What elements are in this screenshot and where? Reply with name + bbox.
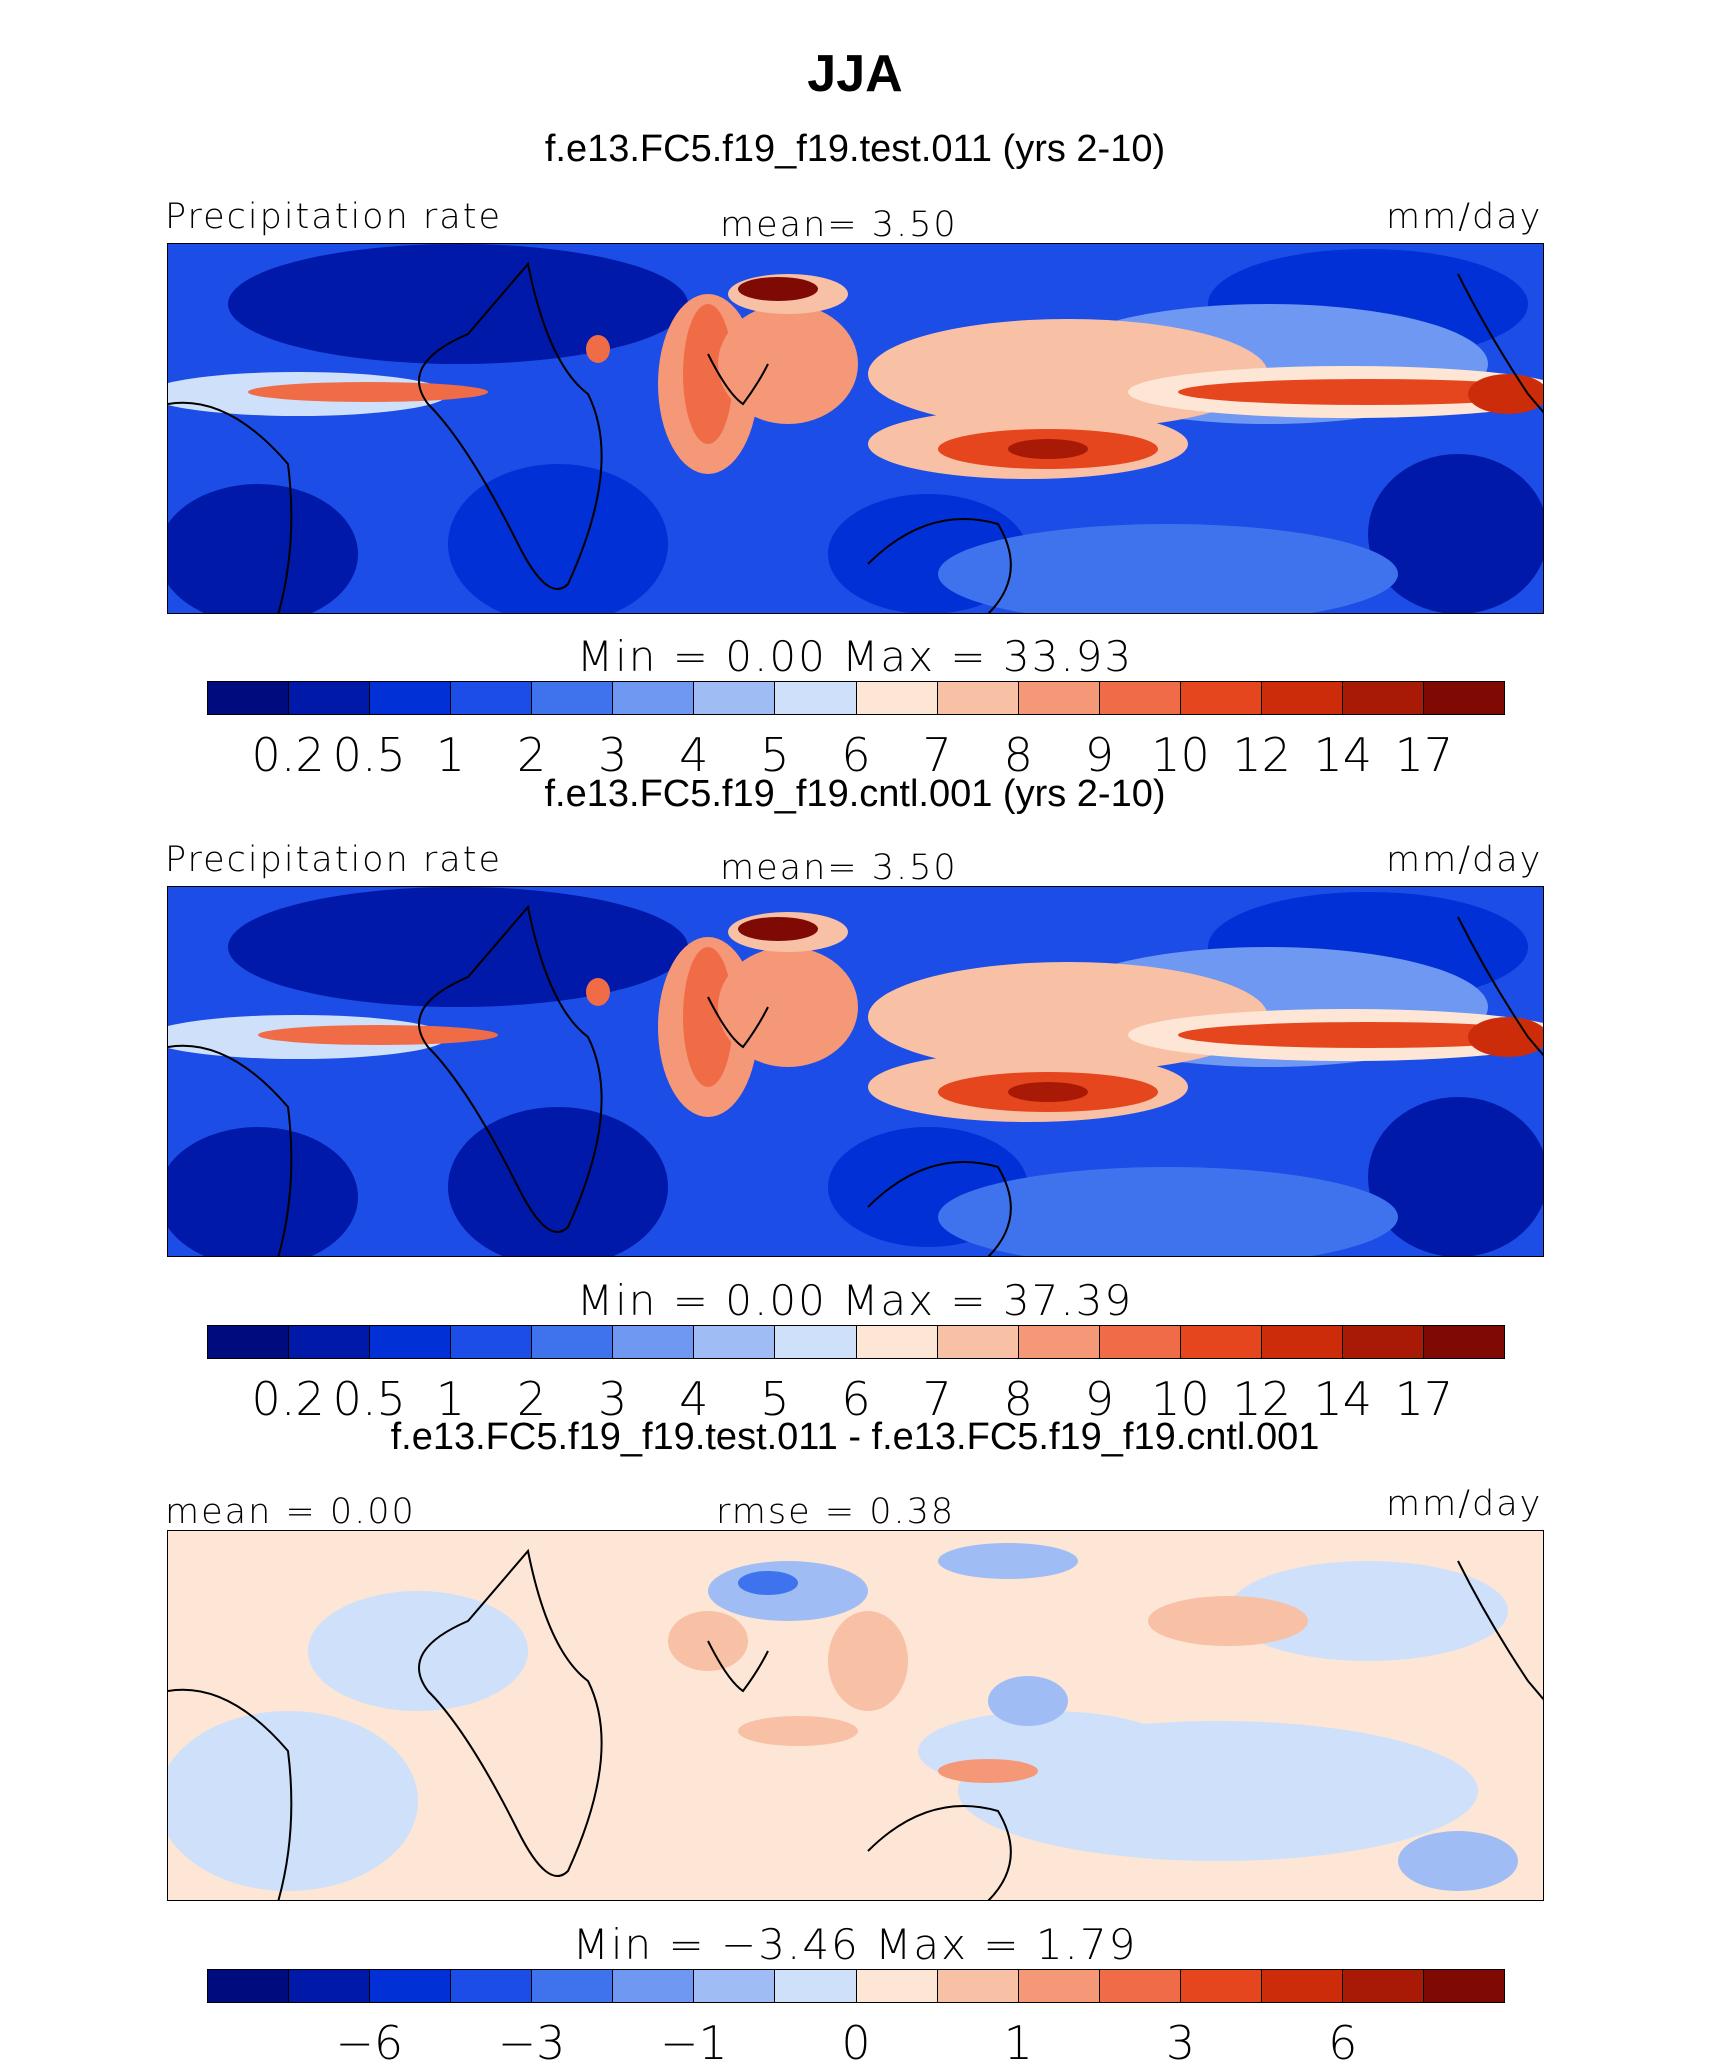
colorbar-tick-label: 0.5	[332, 1372, 406, 1426]
colorbar-tick-label: −3	[497, 2016, 566, 2070]
colorbar-tick-label: 7	[922, 728, 952, 782]
panel2-precip-map	[167, 886, 1544, 1257]
colorbar-tick-label: 17	[1394, 1372, 1454, 1426]
colorbar-tick-label: 0.2	[251, 728, 325, 782]
colorbar-tick-label: 3	[597, 728, 628, 782]
colorbar-tick-label: 6	[841, 1372, 871, 1426]
panel3-units-label: mm/day	[1386, 1484, 1543, 1524]
panel3-colorbar	[207, 1969, 1505, 2003]
panel1-mean-label: mean= 3.50	[720, 205, 958, 245]
panel1-case-title: f.e13.FC5.f19_f19.test.011 (yrs 2-10)	[544, 128, 1166, 170]
panel2-colorbar	[207, 1325, 1505, 1359]
colorbar-tick-label: 5	[760, 1372, 790, 1426]
colorbar-tick-label: 6	[841, 728, 871, 782]
colorbar-tick-label: 7	[922, 1372, 952, 1426]
panel1-colorbar	[207, 681, 1505, 715]
panel1-minmax: Min = 0.00 Max = 33.93	[576, 632, 1134, 681]
colorbar-tick-label: 0.2	[251, 1372, 325, 1426]
colorbar-tick-label: 3	[597, 1372, 628, 1426]
panel1-variable-label: Precipitation rate	[165, 197, 502, 237]
colorbar-tick-label: 14	[1313, 1372, 1373, 1426]
panel3-rmse-label: rmse = 0.38	[716, 1492, 956, 1532]
colorbar-tick-label: 8	[1003, 1372, 1033, 1426]
colorbar-tick-label: −6	[335, 2016, 404, 2070]
colorbar-tick-label: 1	[435, 728, 466, 782]
colorbar-tick-label: 12	[1232, 1372, 1291, 1426]
colorbar-tick-label: −1	[659, 2016, 728, 2070]
colorbar-tick-label: 17	[1394, 728, 1454, 782]
panel2-case-title: f.e13.FC5.f19_f19.cntl.001 (yrs 2-10)	[544, 773, 1166, 815]
colorbar-tick-label: 6	[1328, 2016, 1358, 2070]
figure-title: JJA	[807, 45, 903, 103]
panel3-case-title: f.e13.FC5.f19_f19.test.011 - f.e13.FC5.f…	[390, 1416, 1320, 1458]
colorbar-tick-label: 4	[679, 728, 709, 782]
panel3-mean-label: mean = 0.00	[165, 1492, 416, 1532]
colorbar-tick-label: 0.5	[332, 728, 406, 782]
panel1-precip-map	[167, 243, 1544, 614]
colorbar-tick-label: 9	[1084, 728, 1115, 782]
colorbar-tick-label: 1	[1003, 2016, 1033, 2070]
colorbar-tick-label: 5	[760, 728, 790, 782]
colorbar-tick-label: 1	[435, 1372, 466, 1426]
colorbar-tick-label: 2	[516, 1372, 547, 1426]
panel2-mean-label: mean= 3.50	[720, 848, 958, 888]
colorbar-tick-label: 2	[516, 728, 547, 782]
colorbar-tick-label: 10	[1151, 1372, 1210, 1426]
panel2-variable-label: Precipitation rate	[165, 840, 502, 880]
panel3-difference-map	[167, 1530, 1544, 1901]
colorbar-tick-label: 3	[1165, 2016, 1196, 2070]
colorbar-tick-label: 10	[1151, 728, 1210, 782]
colorbar-tick-label: 12	[1232, 728, 1291, 782]
colorbar-tick-label: 9	[1084, 1372, 1115, 1426]
panel1-units-label: mm/day	[1386, 197, 1543, 237]
panel2-minmax: Min = 0.00 Max = 37.39	[576, 1276, 1134, 1325]
colorbar-tick-label: 4	[679, 1372, 709, 1426]
panel3-minmax: Min = −3.46 Max = 1.79	[572, 1920, 1138, 1969]
colorbar-tick-label: 14	[1313, 728, 1373, 782]
colorbar-tick-label: 8	[1003, 728, 1033, 782]
colorbar-tick-label: 0	[841, 2016, 871, 2070]
panel2-units-label: mm/day	[1386, 840, 1543, 880]
